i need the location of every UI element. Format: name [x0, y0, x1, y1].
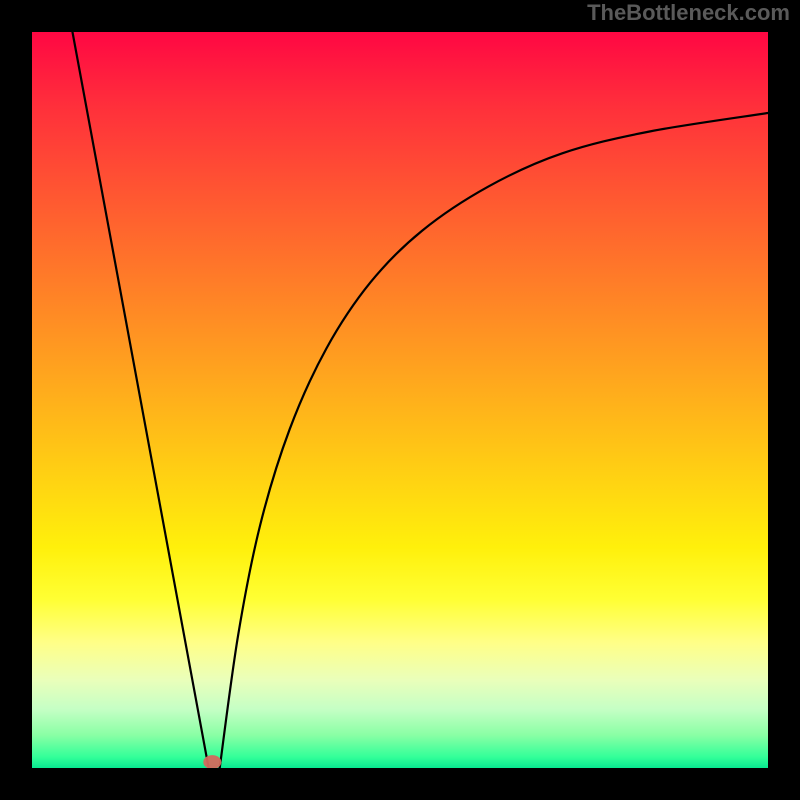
chart-container: TheBottleneck.com — [0, 0, 800, 800]
plot-area — [32, 32, 768, 768]
watermark-text: TheBottleneck.com — [587, 0, 790, 26]
gradient-background — [32, 32, 768, 768]
plot-svg — [32, 32, 768, 768]
